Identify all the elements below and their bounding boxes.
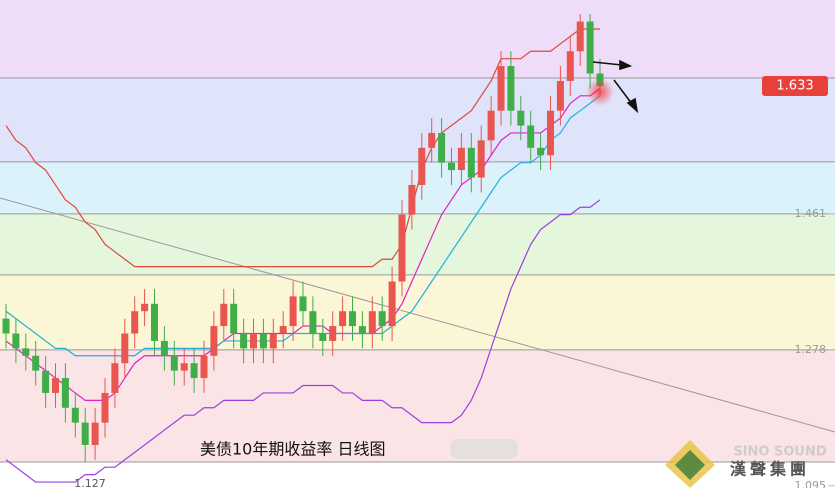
candle-body [269,333,277,349]
candle-body [408,184,416,215]
candle-body [358,326,366,334]
price-label: 1.633 [776,79,813,94]
logo: SINO SOUND 漢聲集團 [665,440,827,488]
candle-body [556,80,564,111]
candle-body [200,355,208,379]
candle-body [289,296,297,327]
candle-body [487,110,495,141]
candle-body [477,140,485,178]
candle-body [566,51,574,81]
candle-body [190,363,198,379]
candle-body [418,147,426,185]
candle-body [527,125,535,148]
candle-body [576,21,584,52]
candle-body [91,422,99,445]
arrows [592,59,639,114]
candle-body [586,21,594,74]
y-tick-label: 1.461 [795,207,827,220]
candle-body [339,311,347,327]
candle-body [180,363,188,371]
band [0,77,835,162]
candle-body [220,303,228,327]
band [0,0,835,78]
candle-body [32,355,40,371]
candle-body [467,147,475,178]
band [0,349,835,463]
candle-body [378,311,386,327]
candle-body [398,214,406,282]
candle-body [52,378,59,393]
watermark-cn: 漢聲集團 [730,460,810,479]
candle-body [507,66,515,111]
candle-body [2,318,10,334]
candle-body [81,422,89,445]
candle-body [428,132,436,148]
price-badge [762,76,828,96]
indicator-line [5,95,601,357]
candle-body [349,311,356,327]
candle-body [309,311,317,334]
low-label: 1.127 [74,477,106,488]
candle-body [438,132,446,163]
candle-body [448,162,455,171]
candle-body [240,333,248,349]
candle-body [71,407,79,423]
candle-body [497,66,505,111]
band [0,274,835,350]
candle-body [329,326,337,341]
candle-body [170,355,178,371]
candle-body [61,378,69,408]
y-tick-label: 1.278 [795,343,827,356]
candle-body [151,303,158,341]
candle-body [457,147,465,171]
indicator-line [5,199,601,483]
candle-body [388,281,396,327]
candle-body [259,333,267,349]
candle-body [121,333,129,364]
watermark: SINO SOUND [733,445,827,460]
candle-body [42,370,50,393]
trend-line [0,197,835,433]
candle-body [537,147,545,156]
candle-body [368,311,376,334]
y-tick-label: 1.095 [795,479,827,488]
chart-title: 美债10年期收益率 日线图 [200,440,385,459]
candle-body [12,333,20,349]
candle-body [22,348,30,356]
candle-body [517,110,525,126]
candle-body [101,392,109,423]
candle-body [210,326,218,356]
candle-body [279,326,287,334]
candle-body [141,303,149,312]
candle-body [111,363,119,393]
band [0,213,835,275]
candle-body [160,340,168,356]
price-glow [586,78,614,106]
candle-body [230,303,238,334]
candle-body [131,311,139,334]
candle-body [299,296,307,312]
candle-body [547,110,554,156]
candle-body [319,333,327,341]
blur [450,439,518,459]
candle-body [250,333,257,349]
